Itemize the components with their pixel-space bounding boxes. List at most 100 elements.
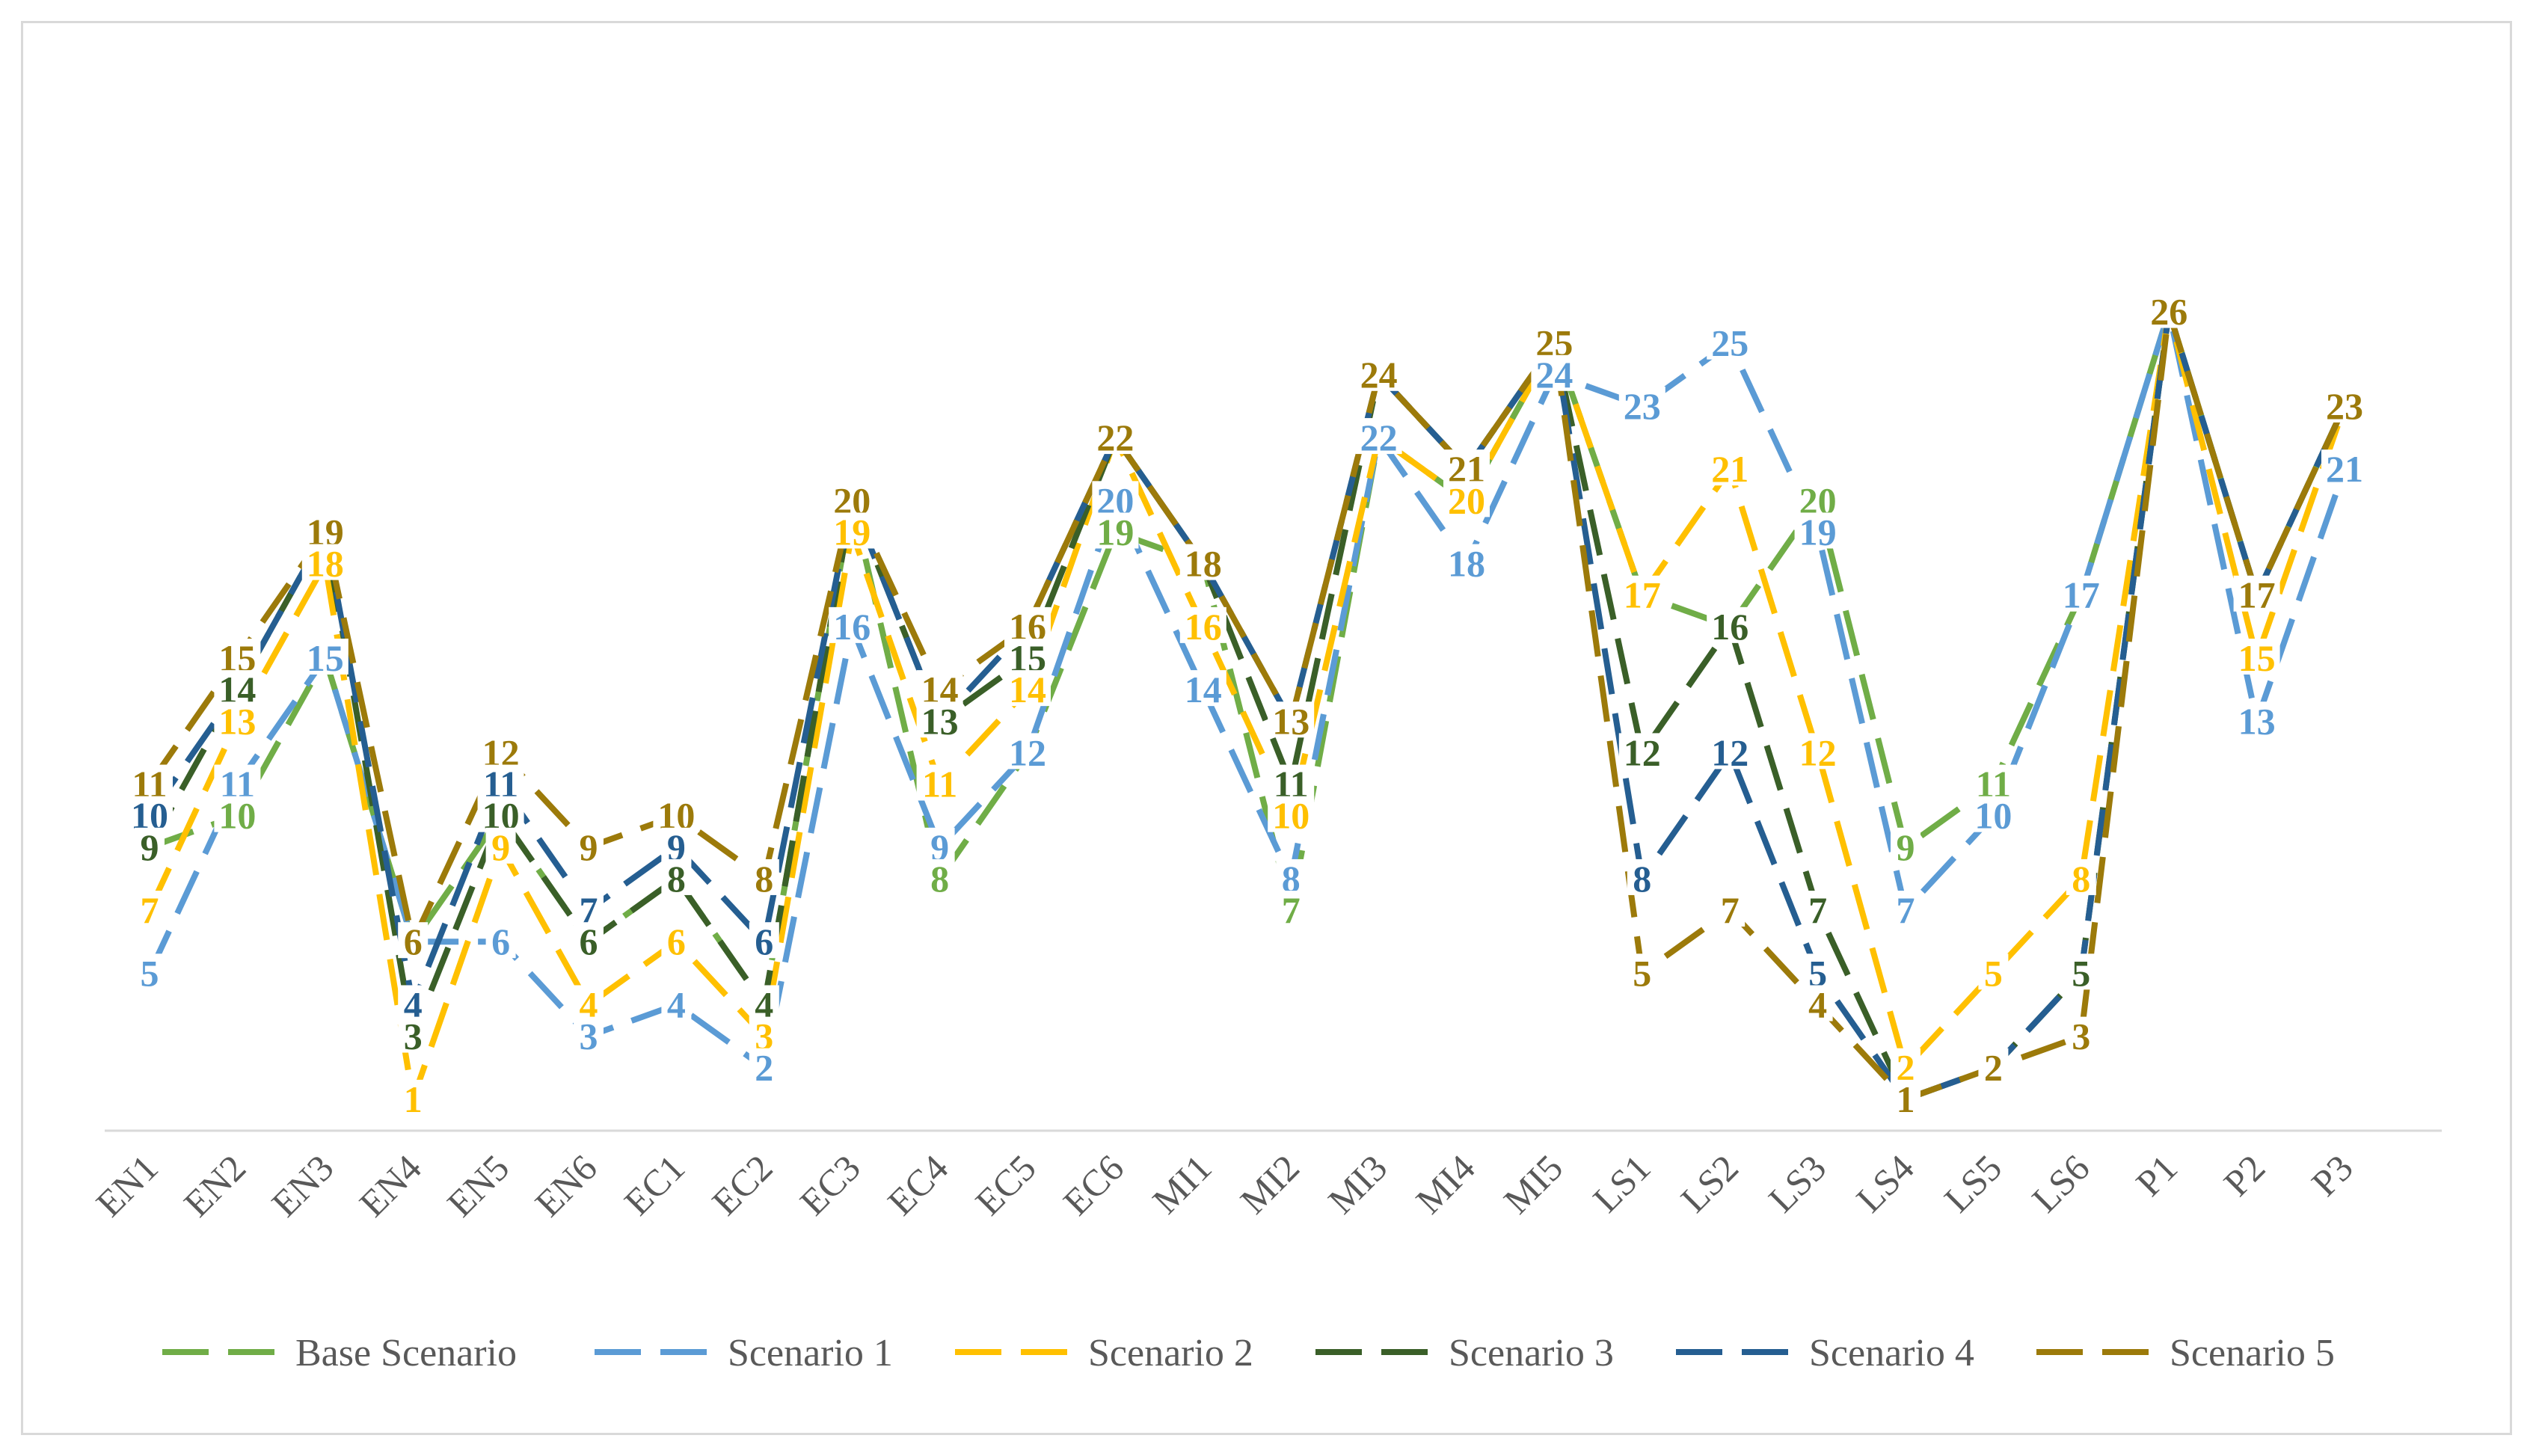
series-line-scenario-5 <box>147 308 2348 1102</box>
data-label-bg <box>2321 386 2368 423</box>
data-label-bg <box>1715 891 1746 927</box>
data-label-bg <box>2066 1016 2096 1053</box>
data-label-bg <box>214 764 261 801</box>
data-label-bg <box>126 796 173 832</box>
data-label-bg <box>477 796 524 832</box>
data-label-bg <box>653 796 700 832</box>
data-label-mi2-scenario-2: 10 <box>1272 795 1310 837</box>
data-label-bg <box>1268 796 1315 832</box>
legend-label: Scenario 2 <box>1088 1332 1253 1374</box>
data-label-ls1-scenario-4: 8 <box>1633 858 1651 900</box>
chart-frame <box>21 21 2512 1435</box>
data-label-bg <box>1268 701 1315 738</box>
x-tick-en6: EN6 <box>526 1146 604 1224</box>
data-label-ls1-scenario-2: 17 <box>1624 574 1661 616</box>
data-label-bg <box>214 796 261 832</box>
data-label-bg <box>829 481 876 517</box>
data-label-ls3-scenario-5: 4 <box>1808 983 1827 1025</box>
data-label-bg <box>1004 670 1051 707</box>
data-label-ls6-scenario-3: 5 <box>2072 952 2090 994</box>
data-label-bg <box>1179 670 1226 707</box>
data-label-bg <box>126 764 173 801</box>
data-label-p3-scenario-1: 21 <box>2326 448 2363 490</box>
data-label-bg <box>1443 449 1490 486</box>
data-label-ec3-scenario-2: 19 <box>833 511 871 553</box>
data-label-bg <box>574 1016 604 1053</box>
data-label-ec1-scenario-3: 8 <box>667 858 686 900</box>
series-lines <box>147 308 2348 1102</box>
data-label-en1-scenario-3: 9 <box>141 826 159 868</box>
data-label-bg <box>829 512 876 549</box>
x-tick-en2: EN2 <box>176 1146 254 1224</box>
data-label-ls4-scenario-5: 1 <box>1897 1078 1915 1120</box>
data-label-en2-scenario-2: 13 <box>218 700 256 742</box>
data-label-bg <box>398 985 429 1022</box>
data-label-bg <box>574 985 604 1022</box>
series-line-scenario-3 <box>147 308 2348 1102</box>
data-label-ls2-scenario-1: 25 <box>1711 322 1748 364</box>
legend: Base Scenario Scenario 1 Scenario 2 Scenari… <box>162 1332 2335 1374</box>
legend-item-base-scenario: Base Scenario <box>162 1332 517 1374</box>
legend-label: Scenario 4 <box>1809 1332 1974 1374</box>
data-label-bg <box>2233 701 2280 738</box>
x-tick-en3: EN3 <box>263 1146 341 1224</box>
x-tick-ec5: EC5 <box>967 1146 1043 1223</box>
data-label-bg <box>2066 858 2096 895</box>
data-label-bg <box>477 764 524 801</box>
series-line-scenario-2 <box>147 308 2348 1102</box>
data-label-bg <box>661 827 692 864</box>
data-label-p2-scenario-2: 15 <box>2238 637 2276 679</box>
x-tick-ls6: LS6 <box>2024 1146 2098 1220</box>
data-label-bg <box>301 544 349 580</box>
data-label-ec5-scenario-1: 12 <box>1009 731 1046 773</box>
x-tick-mi3: MI3 <box>1320 1146 1395 1221</box>
data-label-en6-scenario-5: 9 <box>580 826 598 868</box>
data-label-bg <box>1531 354 1578 391</box>
data-label-bg <box>2057 575 2104 612</box>
data-label-bg <box>1004 733 1051 770</box>
data-label-p2-scenario-5: 17 <box>2238 574 2276 616</box>
data-label-bg <box>574 922 604 959</box>
data-label-bg <box>661 922 692 959</box>
data-label-bg <box>1355 354 1402 391</box>
data-label-ls5-scenario-1: 10 <box>1974 795 2012 837</box>
data-label-bg <box>214 701 261 738</box>
data-label-bg <box>1794 481 1841 517</box>
legend-label: Base Scenario <box>295 1332 517 1374</box>
data-label-ec4-base-scenario: 8 <box>930 858 949 900</box>
legend-item-scenario-4: Scenario 4 <box>1676 1332 1974 1374</box>
data-label-ls1-scenario-3: 12 <box>1624 731 1661 773</box>
data-label-bg <box>1276 891 1307 927</box>
x-tick-ec4: EC4 <box>879 1146 956 1223</box>
x-tick-ls4: LS4 <box>1848 1146 1922 1220</box>
data-label-mi1-scenario-1: 14 <box>1185 669 1222 710</box>
data-label-p3-scenario-5: 23 <box>2326 385 2363 427</box>
x-tick-en5: EN5 <box>439 1146 517 1224</box>
data-label-bg <box>916 701 963 738</box>
x-axis-ticks: EN1 EN2 EN3 EN4 EN5 EN6 EC1 EC2 EC3 EC4 EC5 EC6 MI1 M… <box>87 1146 2360 1224</box>
data-label-bg <box>214 639 261 675</box>
data-label-en5-scenario-2: 9 <box>491 826 510 868</box>
data-label-bg <box>1891 1079 1921 1116</box>
data-label-mi3-scenario-5: 24 <box>1360 354 1398 396</box>
legend-label: Scenario 5 <box>2170 1332 2335 1374</box>
data-label-ec2-scenario-4: 6 <box>755 921 773 962</box>
series-line-scenario-4 <box>147 308 2348 1102</box>
data-label-bg <box>1268 764 1315 801</box>
data-label-mi4-scenario-2: 20 <box>1448 479 1485 521</box>
data-label-ls4-scenario-1: 7 <box>1897 889 1915 931</box>
data-label-ls6-scenario-1: 17 <box>2063 574 2100 616</box>
x-tick-p3: P3 <box>2303 1146 2361 1204</box>
data-label-bg <box>2233 575 2280 612</box>
data-label-ec2-scenario-5: 8 <box>755 858 773 900</box>
data-label-bg <box>1443 481 1490 517</box>
series-line-scenario-1 <box>147 308 2348 1071</box>
data-label-bg <box>574 891 604 927</box>
data-label-bg <box>135 891 165 927</box>
data-label-bg <box>1794 733 1841 770</box>
data-label-bg <box>1627 858 1657 895</box>
data-label-mi2-base-scenario: 7 <box>1282 889 1301 931</box>
legend-item-scenario-2: Scenario 2 <box>955 1332 1253 1374</box>
series-line-base-scenario <box>148 308 2348 1008</box>
data-label-ec6-scenario-5: 22 <box>1096 417 1134 458</box>
